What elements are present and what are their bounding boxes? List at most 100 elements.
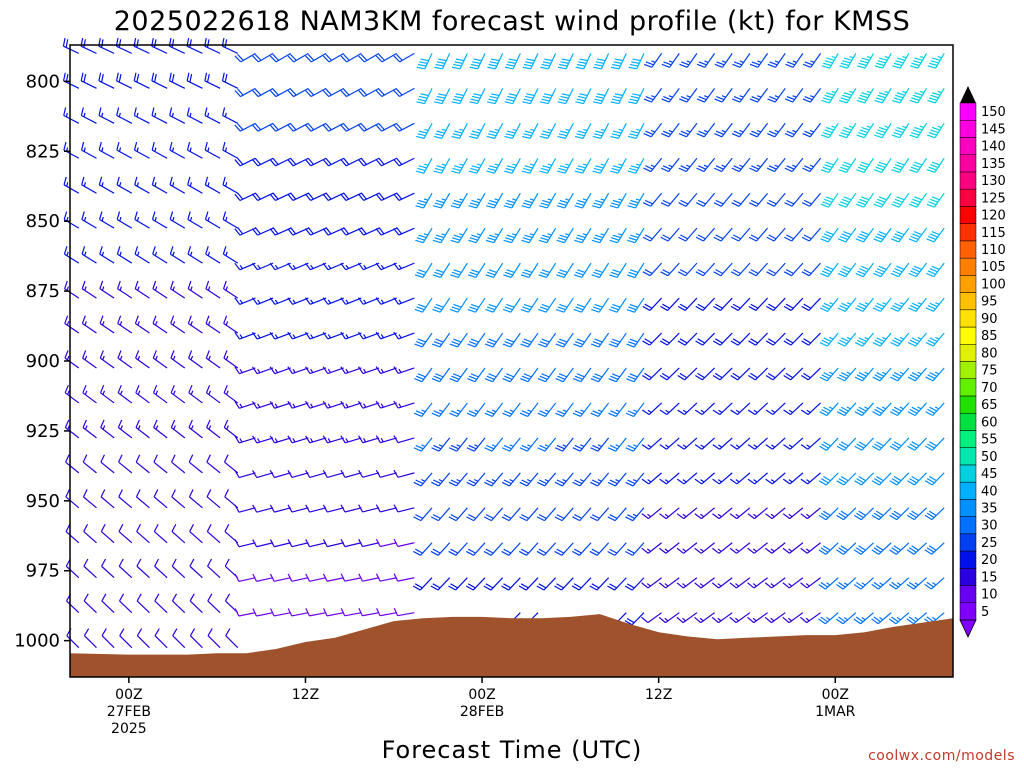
wind-barb bbox=[520, 262, 539, 279]
wind-barb bbox=[927, 122, 945, 139]
wind-barb bbox=[449, 297, 468, 313]
wind-barb bbox=[269, 262, 291, 271]
wind-barb bbox=[99, 315, 115, 334]
wind-barb bbox=[889, 402, 910, 417]
colorbar-swatch bbox=[959, 602, 977, 621]
wind-barb bbox=[434, 53, 451, 70]
wind-barb bbox=[748, 227, 769, 242]
wind-barb bbox=[415, 192, 433, 209]
wind-barb bbox=[590, 367, 610, 383]
wind-barb bbox=[820, 262, 839, 278]
x-tick-label: 00Z bbox=[468, 687, 495, 703]
wind-barb bbox=[136, 593, 150, 614]
colorbar-swatch bbox=[959, 309, 977, 328]
wind-barb bbox=[607, 507, 627, 522]
wind-barb bbox=[63, 246, 80, 264]
wind-barb bbox=[676, 472, 698, 485]
wind-barb bbox=[287, 331, 309, 340]
wind-barb bbox=[375, 504, 397, 513]
wind-barb bbox=[729, 542, 751, 554]
wind-barb bbox=[820, 192, 839, 208]
wind-barb bbox=[133, 107, 150, 124]
wind-barb bbox=[502, 367, 521, 383]
wind-barb bbox=[134, 176, 150, 194]
wind-barb bbox=[252, 87, 274, 98]
wind-barb bbox=[171, 593, 186, 614]
wind-barb bbox=[171, 489, 186, 509]
wind-barb bbox=[64, 280, 80, 299]
wind-barb bbox=[873, 227, 892, 243]
wind-barb bbox=[677, 297, 698, 311]
wind-barb bbox=[694, 612, 715, 624]
wind-barb bbox=[927, 88, 945, 104]
wind-barb bbox=[801, 227, 822, 242]
x-tick-label: 27FEB bbox=[107, 704, 151, 720]
wind-barb bbox=[101, 628, 115, 649]
x-tick-label: 2025 bbox=[111, 721, 147, 737]
wind-barb bbox=[117, 350, 133, 369]
wind-barb bbox=[643, 53, 663, 68]
wind-barb bbox=[906, 612, 927, 625]
wind-barb bbox=[641, 577, 662, 589]
wind-barb bbox=[519, 437, 539, 452]
wind-barb bbox=[117, 280, 133, 299]
wind-barb bbox=[134, 280, 150, 299]
x-tick-label: 00Z bbox=[115, 687, 142, 703]
wind-barb bbox=[747, 402, 768, 416]
colorbar-swatch bbox=[959, 361, 977, 379]
wind-barb bbox=[540, 53, 557, 70]
wind-barb bbox=[393, 504, 415, 513]
wind-barb bbox=[554, 542, 574, 556]
wind-barb bbox=[575, 53, 592, 70]
wind-barb bbox=[573, 262, 592, 279]
x-tick-label: 00Z bbox=[822, 687, 849, 703]
wind-barb bbox=[676, 612, 698, 624]
wind-barb bbox=[340, 608, 362, 617]
wind-barb bbox=[234, 297, 256, 305]
wind-barb bbox=[802, 87, 822, 103]
wind-barb bbox=[609, 227, 627, 244]
wind-barb bbox=[305, 504, 327, 513]
wind-barb bbox=[340, 122, 362, 132]
chart-title: 2025022618 NAM3KM forecast wind profile … bbox=[114, 6, 911, 37]
wind-barb bbox=[892, 53, 910, 69]
wind-barb bbox=[694, 437, 715, 450]
wind-barb bbox=[676, 577, 698, 589]
wind-barb bbox=[907, 402, 927, 417]
wind-barb bbox=[838, 192, 857, 208]
wind-barb bbox=[838, 157, 857, 173]
wind-barb bbox=[170, 384, 186, 404]
wind-barb bbox=[393, 607, 415, 617]
wind-barb bbox=[677, 332, 698, 346]
wind-barb bbox=[641, 472, 662, 485]
wind-barb bbox=[431, 437, 451, 452]
colorbar-swatch bbox=[959, 240, 977, 259]
y-tick-label: 975 bbox=[26, 561, 60, 582]
wind-barb bbox=[225, 628, 239, 649]
wind-barb bbox=[432, 227, 451, 244]
wind-barb bbox=[748, 262, 769, 277]
wind-barb bbox=[448, 507, 468, 522]
wind-barb bbox=[116, 142, 133, 159]
wind-barb bbox=[856, 122, 875, 139]
wind-barb bbox=[907, 437, 927, 451]
wind-barb bbox=[375, 297, 397, 305]
wind-barb bbox=[836, 437, 857, 451]
wind-barb bbox=[661, 87, 680, 103]
wind-barb bbox=[117, 419, 133, 439]
wind-barb bbox=[610, 157, 627, 174]
wind-barb bbox=[641, 437, 663, 450]
wind-barb bbox=[486, 123, 504, 139]
wind-barb bbox=[170, 419, 186, 439]
wind-barb bbox=[189, 558, 203, 579]
wind-barb bbox=[269, 52, 292, 63]
wind-barb bbox=[322, 539, 344, 548]
wind-barb bbox=[133, 142, 150, 159]
wind-barb bbox=[592, 157, 610, 174]
wind-barb bbox=[322, 435, 344, 444]
wind-barb bbox=[610, 53, 627, 70]
wind-barb bbox=[469, 88, 486, 105]
wind-barb bbox=[415, 157, 433, 174]
wind-barb bbox=[856, 88, 875, 104]
wind-barb bbox=[890, 262, 910, 278]
